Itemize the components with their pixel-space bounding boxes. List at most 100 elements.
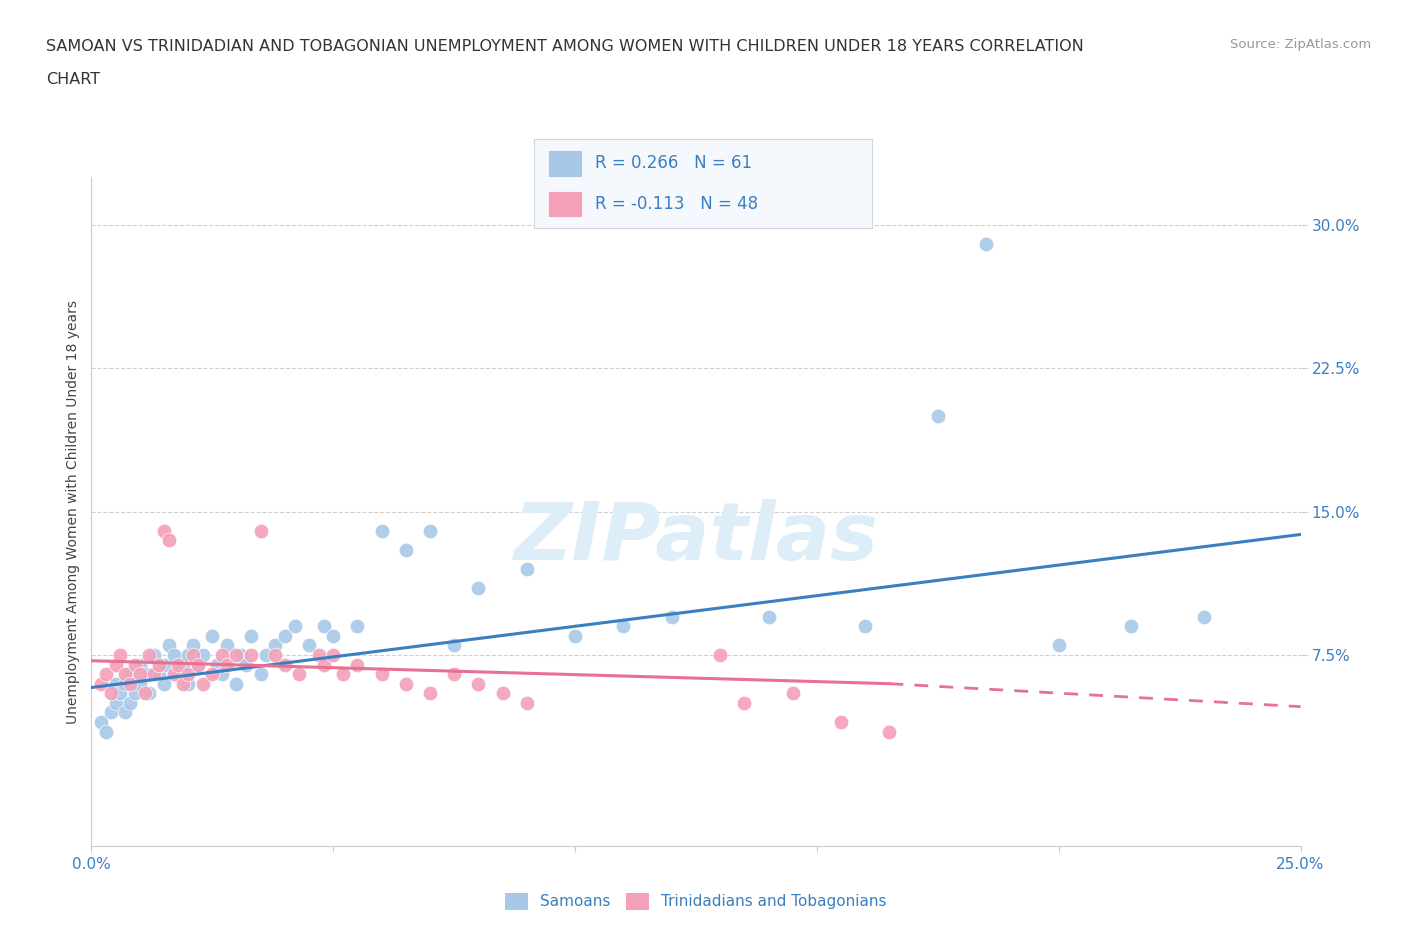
Point	[177, 647, 200, 662]
Point	[205, 658, 228, 672]
Text: R = 0.266   N = 61: R = 0.266 N = 61	[595, 154, 752, 172]
Point	[322, 629, 344, 644]
Text: SAMOAN VS TRINIDADIAN AND TOBAGONIAN UNEMPLOYMENT AMONG WOMEN WITH CHILDREN UNDE: SAMOAN VS TRINIDADIAN AND TOBAGONIAN UNE…	[46, 39, 1084, 54]
Point	[225, 647, 247, 662]
Point	[370, 667, 392, 682]
Point	[143, 667, 166, 682]
Point	[782, 685, 804, 700]
Point	[128, 667, 150, 682]
Point	[100, 705, 122, 720]
Point	[661, 609, 683, 624]
Point	[104, 676, 127, 691]
Point	[187, 658, 209, 672]
Point	[114, 676, 136, 691]
Point	[124, 685, 146, 700]
Point	[157, 638, 180, 653]
Point	[419, 685, 441, 700]
Point	[167, 658, 190, 672]
Point	[346, 658, 368, 672]
Point	[134, 685, 156, 700]
Point	[104, 696, 127, 711]
Point	[148, 658, 170, 672]
Point	[215, 638, 238, 653]
Point	[148, 667, 170, 682]
Bar	[548, 150, 582, 177]
Point	[283, 618, 305, 633]
Point	[419, 524, 441, 538]
Point	[90, 714, 112, 729]
Point	[491, 685, 513, 700]
Point	[211, 667, 233, 682]
Legend: Samoans, Trinidadians and Tobagonians: Samoans, Trinidadians and Tobagonians	[499, 887, 893, 916]
Point	[235, 658, 257, 672]
Point	[830, 714, 852, 729]
Point	[254, 647, 277, 662]
Point	[231, 647, 253, 662]
Point	[187, 658, 209, 672]
Point	[274, 658, 297, 672]
Point	[134, 667, 156, 682]
Point	[564, 629, 586, 644]
Text: CHART: CHART	[46, 73, 100, 87]
Point	[110, 685, 132, 700]
Point	[162, 647, 184, 662]
Point	[927, 408, 949, 423]
Point	[201, 629, 224, 644]
Point	[191, 676, 214, 691]
Point	[443, 667, 465, 682]
Point	[288, 667, 311, 682]
Point	[240, 629, 263, 644]
Point	[612, 618, 634, 633]
Point	[138, 685, 160, 700]
Point	[201, 667, 224, 682]
Point	[395, 542, 418, 557]
Point	[1192, 609, 1215, 624]
Point	[177, 676, 200, 691]
Point	[153, 658, 176, 672]
Point	[124, 658, 146, 672]
Point	[853, 618, 876, 633]
Point	[114, 705, 136, 720]
Point	[1047, 638, 1070, 653]
Point	[516, 562, 538, 577]
Point	[308, 647, 330, 662]
Point	[312, 658, 335, 672]
Point	[467, 676, 489, 691]
Point	[177, 667, 200, 682]
Point	[225, 676, 247, 691]
Point	[516, 696, 538, 711]
Point	[120, 696, 142, 711]
Point	[395, 676, 418, 691]
Point	[153, 524, 176, 538]
Point	[758, 609, 780, 624]
Point	[172, 676, 194, 691]
Point	[157, 533, 180, 548]
Text: ZIPatlas: ZIPatlas	[513, 499, 879, 578]
Point	[110, 647, 132, 662]
Point	[167, 667, 190, 682]
Point	[120, 667, 142, 682]
Point	[312, 618, 335, 633]
Point	[94, 667, 117, 682]
Text: Source: ZipAtlas.com: Source: ZipAtlas.com	[1230, 38, 1371, 51]
Point	[1121, 618, 1143, 633]
Point	[709, 647, 731, 662]
Point	[128, 658, 150, 672]
Point	[153, 676, 176, 691]
Point	[143, 647, 166, 662]
Point	[100, 685, 122, 700]
Point	[264, 638, 287, 653]
Point	[128, 676, 150, 691]
Y-axis label: Unemployment Among Women with Children Under 18 years: Unemployment Among Women with Children U…	[66, 299, 80, 724]
Point	[211, 647, 233, 662]
Text: R = -0.113   N = 48: R = -0.113 N = 48	[595, 195, 758, 213]
Point	[879, 724, 901, 739]
Point	[215, 658, 238, 672]
Point	[181, 638, 204, 653]
Point	[322, 647, 344, 662]
Point	[138, 647, 160, 662]
Point	[264, 647, 287, 662]
Point	[90, 676, 112, 691]
Point	[974, 236, 997, 251]
Point	[370, 524, 392, 538]
